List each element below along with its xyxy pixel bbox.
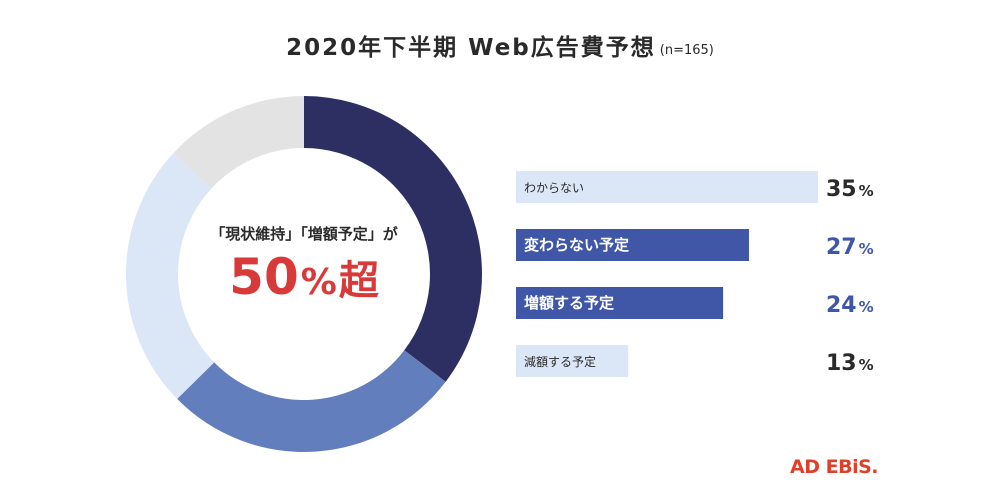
bar-value-2: 27% <box>826 235 874 260</box>
donut-slice-4 <box>173 96 304 189</box>
bar-2 <box>516 229 749 261</box>
bar-label-2: 変わらない予定 <box>524 236 629 254</box>
bar-4 <box>516 345 629 377</box>
bar-value-3: 24% <box>826 293 874 318</box>
donut-slice-2 <box>177 350 446 452</box>
bar-3 <box>516 287 724 319</box>
bar-value-4: 13% <box>826 351 874 376</box>
big-number-pct: % <box>300 262 337 303</box>
bar-1 <box>516 171 818 203</box>
donut-headline: 「現状維持」「増額予定」が <box>210 225 398 243</box>
bar-value-1: 35% <box>826 177 874 202</box>
sample-size: (n=165) <box>659 43 714 58</box>
donut-center-text: 「現状維持」「増額予定」が 50%超 <box>204 223 404 302</box>
chart-title-text: 2020年下半期 Web広告費予想 <box>286 35 656 61</box>
bar-label-3: 増額する予定 <box>524 294 614 312</box>
donut-slice-3 <box>126 153 215 399</box>
donut-slice-1 <box>304 96 483 382</box>
big-number-value: 50 <box>229 248 299 306</box>
chart-title: 2020年下半期 Web広告費予想 (n=165) <box>0 28 1000 62</box>
bar-label-4: 減額する予定 <box>524 354 596 369</box>
bar-label-1: わからない <box>524 181 584 195</box>
ad-ebis-logo: AD EBiS. <box>790 456 878 478</box>
donut-big-number: 50%超 <box>204 252 404 302</box>
big-number-suffix: 超 <box>338 258 379 304</box>
